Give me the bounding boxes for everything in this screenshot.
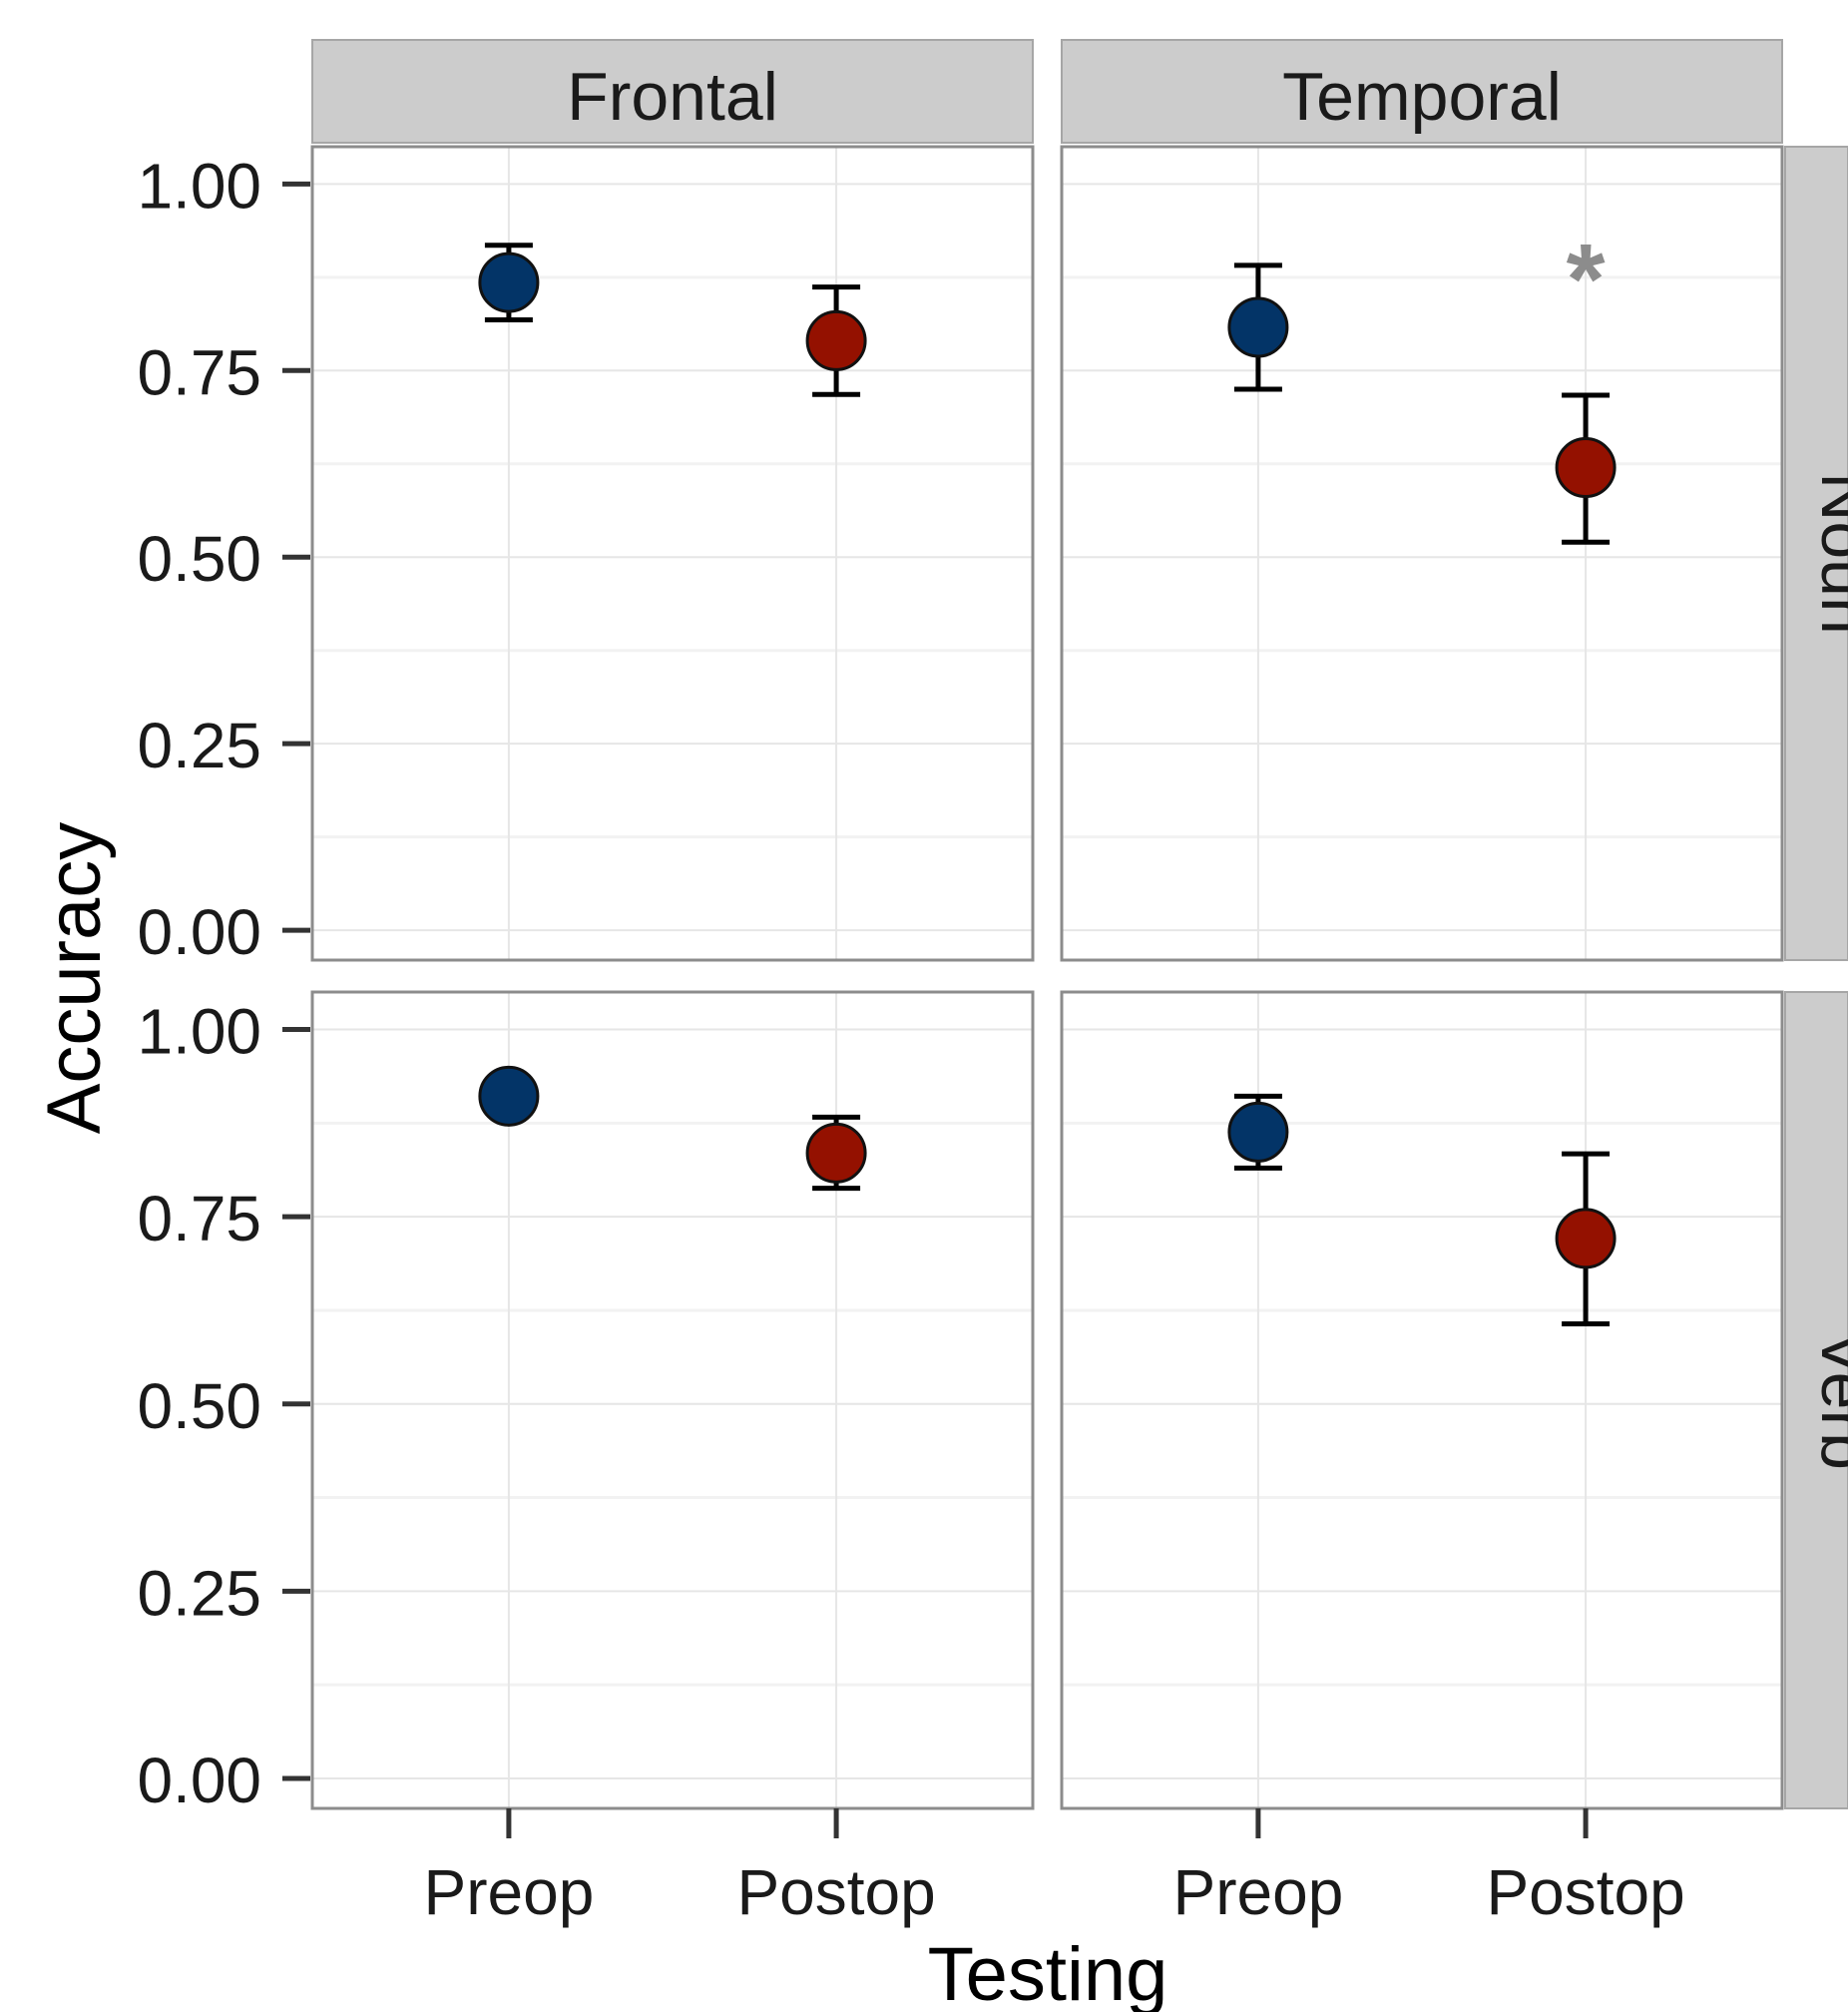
data-point-postop [1555,437,1617,499]
x-axis-title: Testing [928,1932,1168,2012]
panel-background [312,147,1033,960]
data-point-preop [1227,296,1289,358]
column-strips: Frontal Temporal [311,39,1783,144]
data-point-preop [478,252,540,313]
row-strip [1784,146,1848,961]
column-strip [311,39,1034,144]
y-tick-label: 1.00 [137,996,261,1068]
panel-border [310,990,1035,1810]
y-tick-label: 0.25 [137,1557,261,1629]
data-point-postop [1555,1208,1617,1269]
row-strip-label-verb: Verb [1807,1330,1848,1470]
y-tick-label: 0.75 [137,1183,261,1255]
column-strip-label-temporal: Temporal [1282,59,1562,135]
panel-background [1062,992,1782,1808]
y-tick-label: 0.25 [137,710,261,781]
panel-temporal-noun: * [1060,145,1784,962]
data-point-postop [805,1122,867,1184]
data-point-postop [805,309,867,371]
x-tick-label-postop: Postop [1486,1856,1684,1928]
row-strip-label-noun: Noun [1807,472,1848,635]
panel-border [1060,145,1784,962]
panel-background [1062,147,1782,960]
panel-border [1060,990,1784,1810]
y-tick-label: 0.50 [137,1370,261,1442]
column-strip-label-frontal: Frontal [567,59,778,135]
data-point-preop [478,1065,540,1127]
panel-border [310,145,1035,962]
y-axes: 0.00 0.25 0.50 0.75 1.00 0.00 0.25 0.50 0.75 1.00 [137,150,310,1816]
y-tick-label: 0.00 [137,896,261,968]
y-axis-title: Accuracy [32,822,117,1135]
panels: * [310,145,1784,1810]
x-tick-label-postop: Postop [736,1856,935,1928]
panel-temporal-verb [1060,990,1784,1810]
panel-frontal-noun [310,145,1035,962]
y-tick-label: 0.50 [137,523,261,595]
data-point-preop [1227,1101,1289,1163]
x-tick-label-preop: Preop [424,1856,595,1928]
x-axis: Preop Postop Preop Postop [424,1808,1685,1928]
panel-frontal-verb [310,990,1035,1810]
y-tick-label: 0.75 [137,336,261,408]
row-strip [1784,991,1848,1809]
x-tick-label-preop: Preop [1173,1856,1344,1928]
column-strip [1061,39,1783,144]
y-tick-label: 1.00 [137,150,261,222]
panel-background [312,992,1033,1808]
row-strips: Noun Verb [1784,146,1848,1809]
significance-annotation: * [1567,224,1606,335]
y-tick-label: 0.00 [137,1745,261,1816]
